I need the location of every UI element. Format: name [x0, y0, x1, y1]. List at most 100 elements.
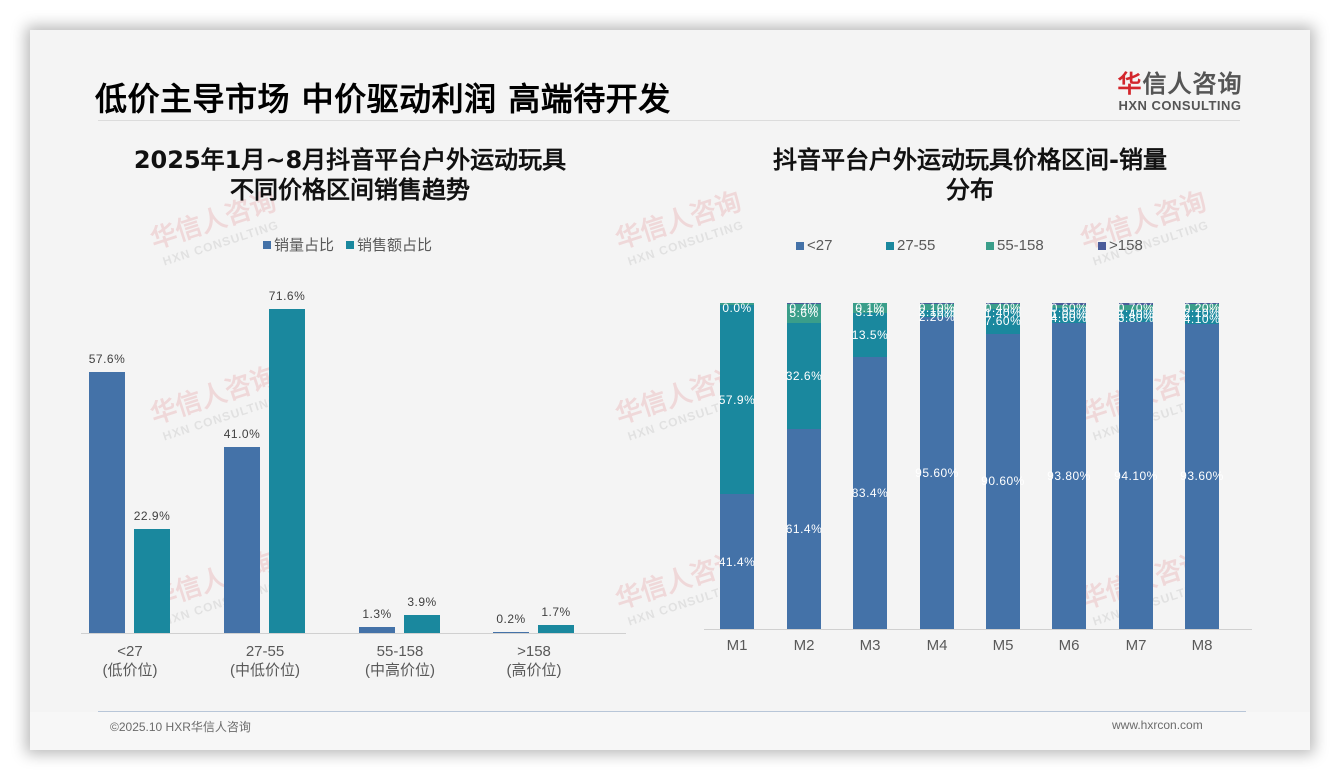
segment-value-label: 0.4% — [789, 301, 819, 315]
bar-segment — [853, 357, 887, 629]
bar-segment — [1119, 322, 1153, 629]
left-chart-title: 2025年1月~8月抖音平台户外运动玩具 不同价格区间销售趋势 — [133, 146, 567, 204]
legend-swatch — [263, 240, 271, 249]
x-month-label: M8 — [1191, 637, 1213, 654]
segment-value-label: 2.10% — [918, 305, 956, 320]
bar-value-label: 41.0% — [223, 427, 261, 442]
bar-segment — [853, 313, 887, 358]
stacked-bar-M4[interactable]: 95.60% 2.20% 2.10% 0.10% — [915, 302, 958, 629]
bar-segment — [720, 303, 754, 306]
bar-volume[interactable] — [224, 447, 260, 633]
bar-segment — [1119, 309, 1153, 323]
slide: 华信人咨询 HXN CONSULTING 华信人咨询 HXN CONSULTING … — [30, 30, 1310, 750]
legend-swatch — [986, 241, 994, 250]
logo-text-en: HXN CONSULTING — [1118, 98, 1242, 113]
x-month-label: M5 — [992, 637, 1014, 654]
segment-value-label: 2.20% — [918, 310, 956, 324]
segment-value-label: 94.10% — [1114, 468, 1158, 483]
stacked-bar-M7[interactable]: 94.10% 3.80% 1.40% 0.70% — [1114, 302, 1157, 629]
bar-segment — [1185, 310, 1219, 324]
bar-volume[interactable] — [359, 627, 395, 633]
right-chart-title: 抖音平台户外运动玩具价格区间-销量 分布 — [773, 146, 1167, 204]
stacked-bar-M6[interactable]: 93.80% 4.60% 1.00% 0.60% — [1047, 302, 1090, 629]
stacked-bar-M1[interactable]: 41.4% 57.9% 0.0% — [719, 302, 755, 629]
legend-item: 销量占比 — [263, 234, 334, 255]
bar-segment — [853, 303, 887, 314]
bar-segment — [787, 304, 821, 323]
segment-value-label: 4.10% — [1183, 312, 1221, 327]
x-month-label: M4 — [926, 637, 948, 654]
x-category-label: >158 (高价位) — [469, 642, 599, 680]
legend-item: >158 — [1098, 237, 1143, 254]
x-category-label: 27-55 (中低价位) — [200, 642, 330, 680]
segment-value-label: 0.10% — [918, 301, 956, 315]
footer-website[interactable]: www.hxrcon.com — [1112, 718, 1203, 732]
right-chart-legend: <27 27-55 55-158 >158 — [796, 237, 1143, 254]
bar-segment — [787, 322, 821, 429]
x-month-label: M2 — [793, 637, 815, 654]
bar-value-label: 57.6% — [88, 352, 126, 367]
segment-value-label: 3.80% — [1117, 311, 1155, 326]
legend-swatch — [346, 240, 355, 249]
segment-value-label: 1.00% — [1050, 306, 1088, 321]
segment-value-label: 1.40% — [1117, 307, 1155, 322]
bar-segment — [986, 308, 1020, 334]
segment-value-label: 61.4% — [785, 521, 823, 536]
bar-segment — [1119, 305, 1153, 310]
bar-volume[interactable] — [89, 372, 125, 633]
segment-value-label: 2.10% — [1183, 305, 1221, 320]
bar-sales[interactable] — [404, 615, 440, 633]
legend-swatch — [886, 241, 894, 250]
segment-value-label: 32.6% — [785, 368, 823, 383]
bar-segment — [1185, 323, 1219, 629]
legend-swatch — [796, 241, 804, 250]
bar-value-label: 1.7% — [541, 605, 571, 620]
category-tier: (中高价位) — [365, 662, 435, 679]
segment-value-label: 13.5% — [851, 328, 889, 343]
segment-value-label: 0.0% — [722, 301, 752, 315]
footer-copyright: ©2025.10 HXR华信人咨询 — [110, 720, 251, 734]
stacked-bar-M3[interactable]: 83.4% 13.5% 3.1% 0.1% — [852, 302, 888, 629]
bar-segment — [920, 310, 954, 318]
title-divider — [98, 120, 1240, 121]
x-month-label: M7 — [1125, 637, 1147, 654]
stacked-bar-M2[interactable]: 61.4% 32.6% 5.6% 0.4% — [786, 302, 822, 629]
bar-sales[interactable] — [134, 529, 170, 633]
bar-segment — [720, 305, 754, 495]
stacked-bar-M5[interactable]: 90.60% 7.60% 1.40% 0.40% — [981, 302, 1024, 629]
bar-sales[interactable] — [269, 308, 305, 633]
bar-segment — [1052, 303, 1086, 305]
category-tier: (中低价位) — [230, 662, 300, 679]
segment-value-label: 57.9% — [718, 392, 756, 407]
bar-segment — [1052, 304, 1086, 309]
bar-volume[interactable] — [493, 632, 529, 633]
x-category-label: <27 (低价位) — [65, 642, 195, 680]
bar-segment — [920, 303, 954, 311]
bar-value-label: 0.2% — [496, 612, 526, 626]
left-chart-legend: 销量占比 销售额占比 — [263, 234, 432, 255]
company-logo: 华信人咨询 HXN CONSULTING — [1110, 64, 1250, 113]
segment-value-label: 3.1% — [855, 305, 885, 319]
bar-segment — [1185, 303, 1219, 304]
bar-segment — [920, 317, 954, 629]
bar-segment — [720, 494, 754, 629]
stacked-bar-M8[interactable]: 93.60% 4.10% 2.10% 0.20% — [1180, 302, 1223, 629]
bar-sales[interactable] — [538, 625, 574, 633]
segment-value-label: 41.4% — [718, 554, 756, 569]
bar-segment — [986, 303, 1020, 305]
x-month-label: M1 — [726, 637, 748, 654]
bar-value-label: 71.6% — [268, 288, 306, 303]
category-tier: (高价位) — [506, 662, 562, 679]
segment-value-label: 83.4% — [851, 486, 889, 501]
page-title: 低价主导市场 中价驱动利润 高端待开发 — [95, 80, 671, 118]
legend-item: <27 — [796, 237, 886, 254]
segment-value-label: 5.6% — [789, 306, 819, 321]
bar-segment — [1119, 303, 1153, 306]
right-chart-x-axis — [704, 629, 1252, 630]
category-range: >158 — [517, 643, 551, 660]
right-chart-plot: 41.4% 57.9% 0.0% M1 61.4% 32.6% 5.6% 0.4% M2 83.4… — [30, 30, 1310, 710]
bar-segment — [1052, 323, 1086, 629]
category-tier: (低价位) — [102, 662, 158, 679]
segment-value-label: 7.60% — [984, 314, 1022, 329]
left-chart-x-axis — [81, 633, 626, 634]
